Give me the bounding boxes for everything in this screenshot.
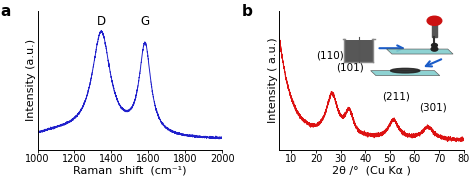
Y-axis label: Intensity ( a.u.): Intensity ( a.u.) bbox=[268, 37, 278, 123]
Text: G: G bbox=[140, 15, 150, 28]
Text: (301): (301) bbox=[419, 102, 447, 112]
Text: (110): (110) bbox=[316, 51, 343, 61]
X-axis label: Raman  shift  (cm⁻¹): Raman shift (cm⁻¹) bbox=[73, 166, 187, 176]
Y-axis label: Intensity (a.u.): Intensity (a.u.) bbox=[26, 39, 36, 121]
Text: b: b bbox=[242, 4, 253, 19]
Text: (211): (211) bbox=[382, 91, 410, 101]
Text: D: D bbox=[97, 15, 106, 28]
Text: a: a bbox=[0, 4, 11, 19]
X-axis label: 2θ /°  (Cu Kα ): 2θ /° (Cu Kα ) bbox=[332, 166, 411, 176]
Text: (101): (101) bbox=[337, 62, 365, 72]
